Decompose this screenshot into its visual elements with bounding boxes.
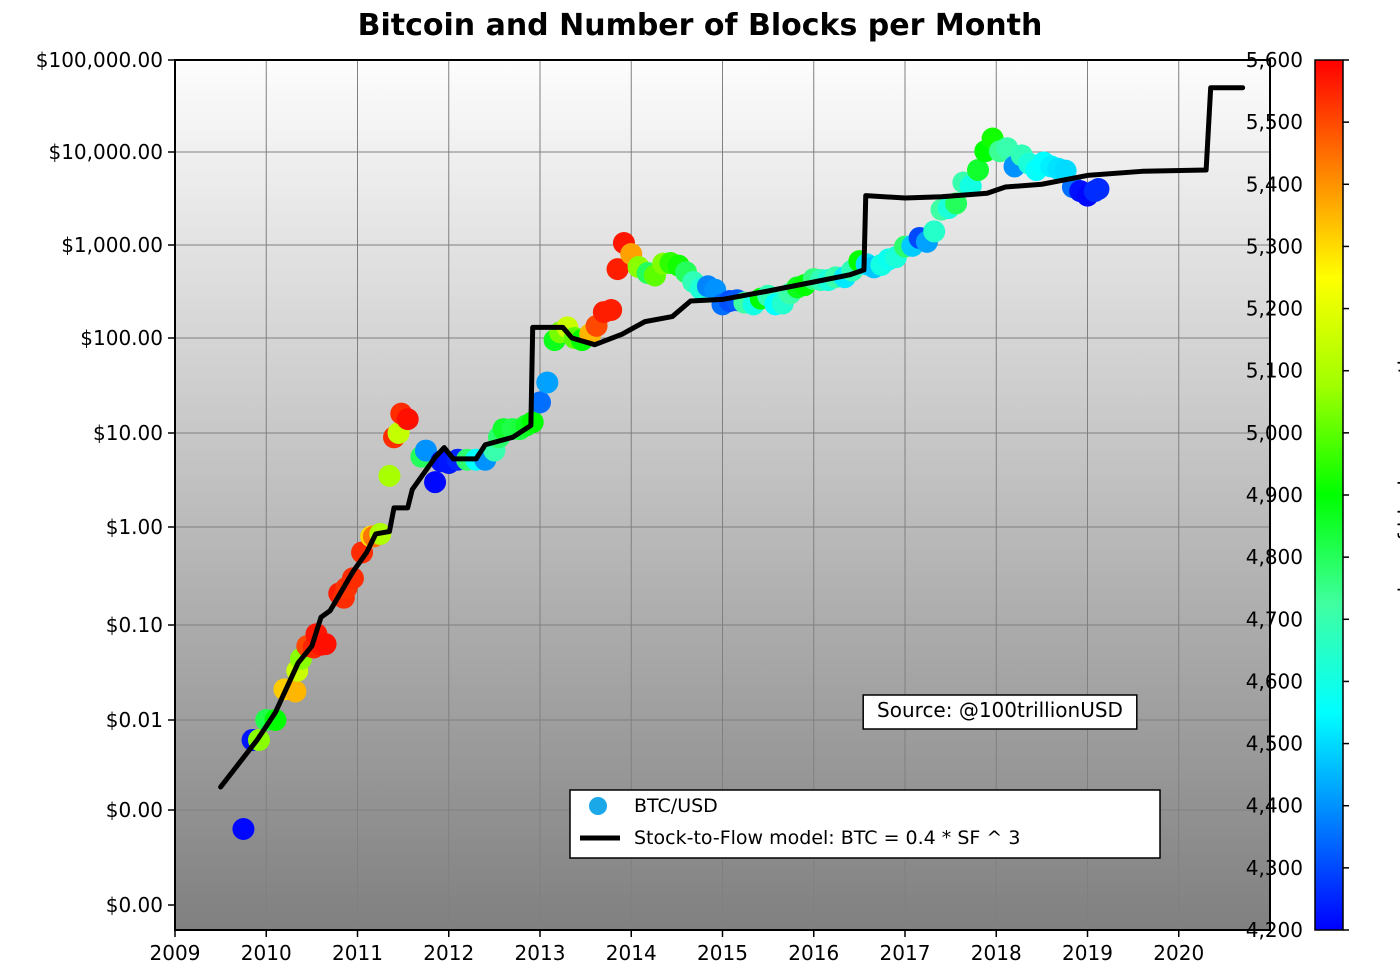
svg-text:4,200: 4,200: [1246, 918, 1303, 942]
svg-text:$1.00: $1.00: [106, 515, 163, 539]
svg-text:$10.00: $10.00: [93, 421, 163, 445]
svg-text:4,400: 4,400: [1246, 794, 1303, 818]
svg-text:2020: 2020: [1153, 941, 1204, 965]
svg-text:Source: @100trillionUSD: Source: @100trillionUSD: [877, 698, 1123, 722]
svg-text:$10,000.00: $10,000.00: [48, 140, 163, 164]
svg-text:$0.00: $0.00: [106, 798, 163, 822]
svg-text:4,900: 4,900: [1246, 483, 1303, 507]
svg-text:$100.00: $100.00: [80, 326, 163, 350]
svg-text:$0.10: $0.10: [106, 613, 163, 637]
svg-text:$0.00: $0.00: [106, 893, 163, 917]
svg-text:$0.01: $0.01: [106, 708, 163, 732]
svg-text:2017: 2017: [880, 941, 931, 965]
svg-text:$1,000.00: $1,000.00: [61, 233, 163, 257]
svg-text:4,500: 4,500: [1246, 732, 1303, 756]
svg-text:4,800: 4,800: [1246, 545, 1303, 569]
svg-text:2015: 2015: [697, 941, 748, 965]
svg-text:2019: 2019: [1062, 941, 1113, 965]
svg-text:2012: 2012: [423, 941, 474, 965]
svg-text:2009: 2009: [150, 941, 201, 965]
svg-text:2010: 2010: [241, 941, 292, 965]
chart-title: Bitcoin and Number of Blocks per Month: [0, 8, 1400, 43]
svg-text:5,500: 5,500: [1246, 110, 1303, 134]
svg-text:2016: 2016: [788, 941, 839, 965]
svg-text:5,300: 5,300: [1246, 234, 1303, 258]
svg-text:$100,000.00: $100,000.00: [36, 48, 163, 72]
svg-text:5,000: 5,000: [1246, 421, 1303, 445]
chart-container: Bitcoin and Number of Blocks per Month 2…: [0, 0, 1400, 980]
svg-text:2013: 2013: [515, 941, 566, 965]
svg-text:BTC/USD: BTC/USD: [634, 795, 718, 817]
svg-text:4,700: 4,700: [1246, 607, 1303, 631]
svg-text:4,300: 4,300: [1246, 856, 1303, 880]
svg-text:5,600: 5,600: [1246, 48, 1303, 72]
svg-text:5,200: 5,200: [1246, 297, 1303, 321]
svg-text:5,400: 5,400: [1246, 172, 1303, 196]
svg-text:5,100: 5,100: [1246, 359, 1303, 383]
chart-svg: 2009 2010 2011 2012 2013 2014 2015 2016 2017 2018…: [0, 0, 1400, 976]
svg-text:Stock-to-Flow model: BTC = 0.4: Stock-to-Flow model: BTC = 0.4 * SF ^ 3: [634, 827, 1020, 849]
svg-text:4,600: 4,600: [1246, 669, 1303, 693]
svg-text:number of blocks per month: number of blocks per month: [1394, 353, 1400, 637]
svg-text:2018: 2018: [971, 941, 1022, 965]
svg-text:2014: 2014: [606, 941, 657, 965]
svg-text:2011: 2011: [332, 941, 383, 965]
